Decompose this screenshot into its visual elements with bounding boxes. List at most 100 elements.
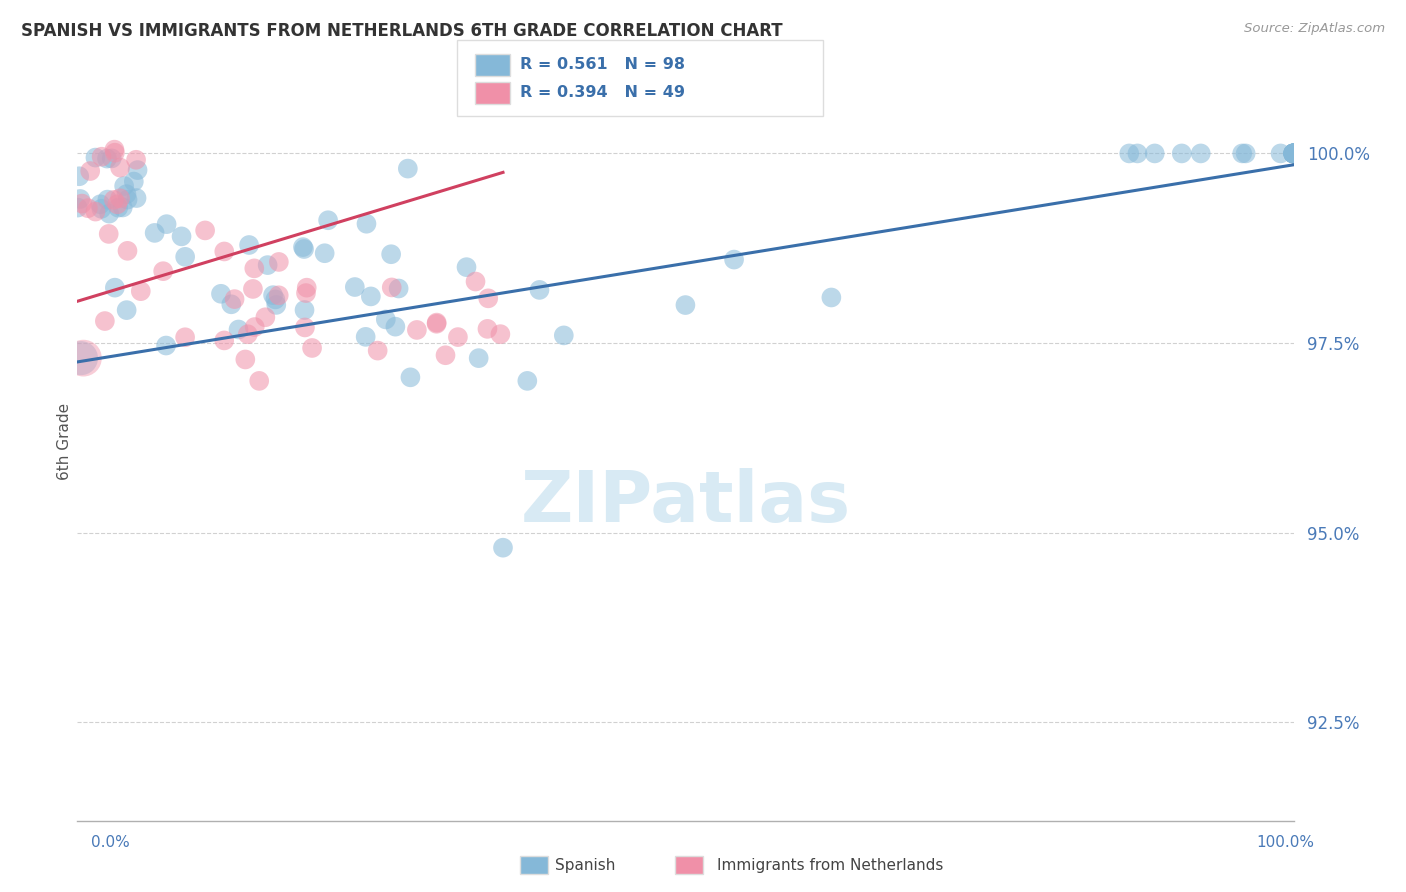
Text: SPANISH VS IMMIGRANTS FROM NETHERLANDS 6TH GRADE CORRELATION CHART: SPANISH VS IMMIGRANTS FROM NETHERLANDS 6… [21,22,783,40]
Point [236,327,259,342]
Point [301,341,323,355]
Point [294,320,316,334]
Point [294,303,316,318]
Text: 0.0%: 0.0% [91,836,131,850]
Point [112,179,135,194]
Point [1282,146,1305,161]
Text: Source: ZipAtlas.com: Source: ZipAtlas.com [1244,22,1385,36]
Text: Immigrants from Netherlands: Immigrants from Netherlands [717,858,943,872]
Text: 100.0%: 100.0% [1257,836,1315,850]
Point [104,145,127,160]
Point [354,330,377,344]
Point [127,163,149,178]
Point [122,175,145,189]
Point [1282,146,1305,161]
Point [96,193,118,207]
Point [1118,146,1140,161]
Point [295,286,318,301]
Point [90,202,112,216]
Point [264,298,287,312]
Point [242,282,264,296]
Point [267,288,290,302]
Point [314,246,336,260]
Point [224,292,246,306]
Point [1282,146,1305,161]
Point [115,303,138,318]
Point [1282,146,1305,161]
Point [267,255,290,269]
Point [516,374,538,388]
Point [1282,146,1305,161]
Point [70,196,93,211]
Point [1282,146,1305,161]
Point [553,328,575,343]
Point [1282,146,1305,161]
Point [256,258,278,272]
Point [79,164,101,178]
Point [343,280,366,294]
Point [143,226,166,240]
Point [1189,146,1212,161]
Point [529,283,551,297]
Point [129,284,152,298]
Point [174,330,197,344]
Point [477,291,499,305]
Point [170,229,193,244]
Point [1126,146,1149,161]
Point [1282,146,1305,161]
Point [723,252,745,267]
Point [194,223,217,237]
Point [117,193,139,207]
Point [388,281,411,295]
Point [238,238,260,252]
Point [107,201,129,215]
Point [675,298,697,312]
Point [1143,146,1166,161]
Point [467,351,489,366]
Point [399,370,422,384]
Point [380,247,402,261]
Point [111,201,134,215]
Point [477,322,499,336]
Point [105,197,128,211]
Point [295,280,318,294]
Text: R = 0.394   N = 49: R = 0.394 N = 49 [520,86,685,100]
Point [1170,146,1192,161]
Point [292,242,315,256]
Point [108,161,131,175]
Text: R = 0.561   N = 98: R = 0.561 N = 98 [520,57,685,71]
Point [264,293,287,307]
Point [1282,146,1305,161]
Point [77,201,100,215]
Point [1282,146,1305,161]
Point [104,280,127,294]
Point [489,327,512,342]
Point [492,541,515,555]
Point [174,250,197,264]
Text: ZIPatlas: ZIPatlas [520,467,851,537]
Point [72,351,94,366]
Point [426,316,449,330]
Point [316,213,339,227]
Point [214,244,236,259]
Text: Spanish: Spanish [555,858,616,872]
Point [1282,146,1305,161]
Point [262,288,284,302]
Point [100,152,122,166]
Point [125,191,148,205]
Point [360,289,382,303]
Point [374,312,396,326]
Point [396,161,419,176]
Point [1282,146,1305,161]
Point [94,314,117,328]
Point [1282,146,1305,161]
Point [1282,146,1305,161]
Point [1270,146,1292,161]
Point [384,319,406,334]
Point [243,261,266,276]
Point [66,201,89,215]
Point [425,317,447,331]
Point [84,204,107,219]
Point [96,152,118,166]
Point [254,310,277,325]
